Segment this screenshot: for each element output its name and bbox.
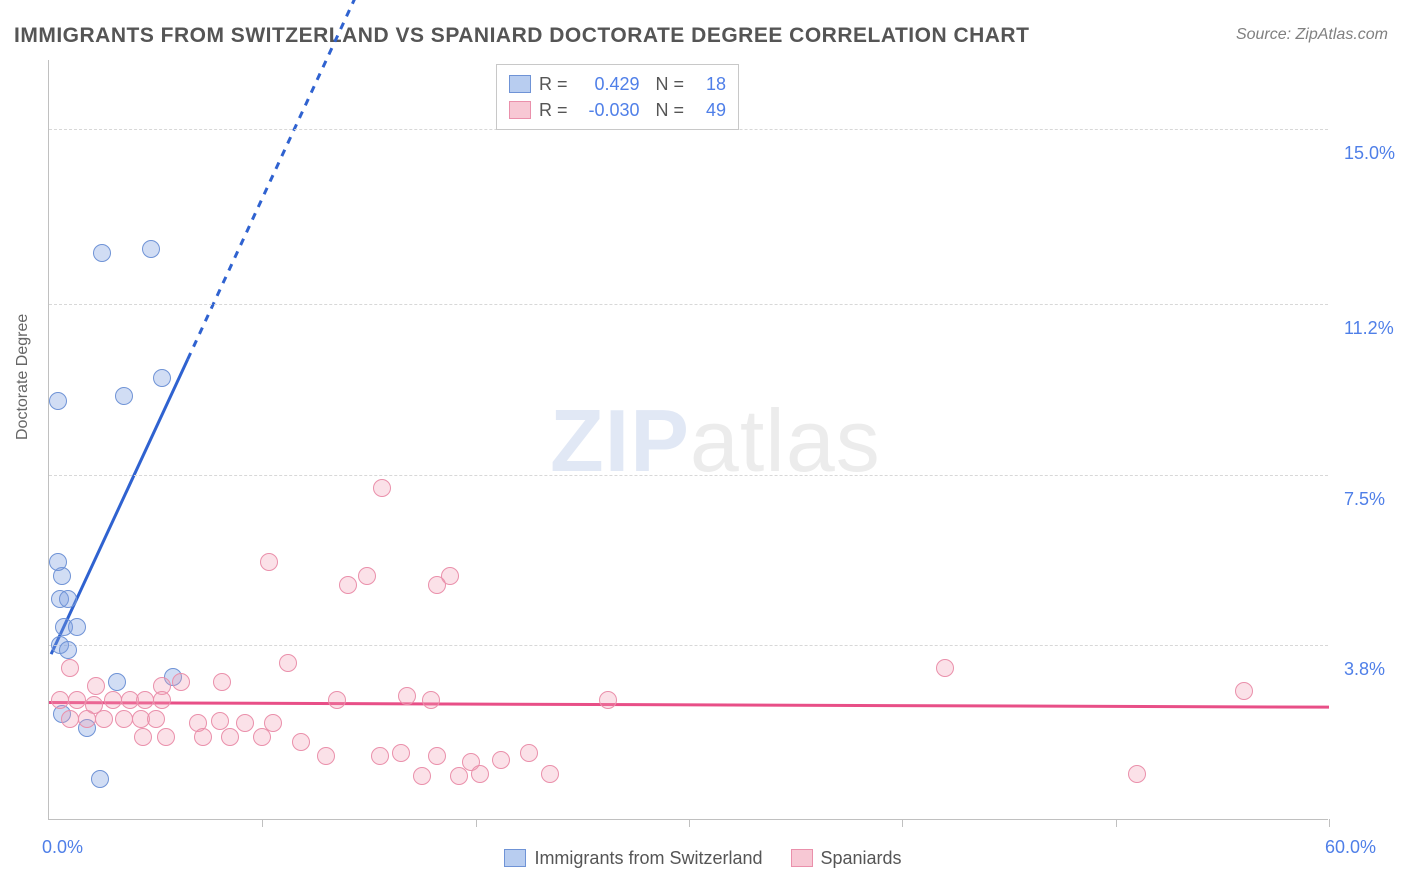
- point-spaniard: [147, 710, 165, 728]
- y-tick-label: 15.0%: [1344, 143, 1395, 164]
- point-spaniard: [358, 567, 376, 585]
- plot-area: [48, 60, 1328, 820]
- point-spaniard: [78, 710, 96, 728]
- gridline-horizontal: [49, 475, 1328, 476]
- point-switzerland: [49, 392, 67, 410]
- point-spaniard: [279, 654, 297, 672]
- chart-title: IMMIGRANTS FROM SWITZERLAND VS SPANIARD …: [14, 24, 1029, 48]
- point-spaniard: [61, 710, 79, 728]
- point-spaniard: [87, 677, 105, 695]
- trend-line: [188, 0, 359, 359]
- legend-bottom: Immigrants from Switzerland Spaniards: [0, 848, 1406, 873]
- point-switzerland: [93, 244, 111, 262]
- point-spaniard: [61, 659, 79, 677]
- point-spaniard: [68, 691, 86, 709]
- point-spaniard: [428, 576, 446, 594]
- point-spaniard: [599, 691, 617, 709]
- legend-stats-box: R = 0.429 N = 18 R = -0.030 N = 49: [496, 64, 739, 130]
- legend-swatch: [504, 849, 526, 867]
- point-spaniard: [172, 673, 190, 691]
- x-tick: [1116, 819, 1117, 827]
- point-switzerland: [142, 240, 160, 258]
- legend-r-label: R =: [539, 71, 568, 97]
- point-switzerland: [108, 673, 126, 691]
- point-spaniard: [317, 747, 335, 765]
- legend-series-label: Spaniards: [821, 848, 902, 869]
- point-spaniard: [134, 728, 152, 746]
- legend-swatch: [509, 75, 531, 93]
- point-switzerland: [91, 770, 109, 788]
- source-label: Source: ZipAtlas.com: [1236, 26, 1388, 44]
- point-switzerland: [115, 387, 133, 405]
- y-tick-label: 11.2%: [1344, 318, 1394, 339]
- legend-n-value: 18: [692, 71, 726, 97]
- legend-series-item: Immigrants from Switzerland: [504, 848, 762, 869]
- point-spaniard: [373, 479, 391, 497]
- point-spaniard: [104, 691, 122, 709]
- point-switzerland: [59, 590, 77, 608]
- point-spaniard: [1128, 765, 1146, 783]
- legend-series-item: Spaniards: [791, 848, 902, 869]
- point-spaniard: [211, 712, 229, 730]
- point-spaniard: [936, 659, 954, 677]
- point-switzerland: [49, 553, 67, 571]
- legend-n-label: N =: [656, 71, 685, 97]
- legend-series-label: Immigrants from Switzerland: [534, 848, 762, 869]
- legend-stat-row: R = -0.030 N = 49: [509, 97, 726, 123]
- point-spaniard: [450, 767, 468, 785]
- point-spaniard: [136, 691, 154, 709]
- point-spaniard: [328, 691, 346, 709]
- y-tick-label: 7.5%: [1344, 489, 1385, 510]
- point-spaniard: [213, 673, 231, 691]
- legend-r-value: -0.030: [576, 97, 640, 123]
- legend-stat-row: R = 0.429 N = 18: [509, 71, 726, 97]
- point-spaniard: [221, 728, 239, 746]
- y-axis-label: Doctorate Degree: [14, 314, 32, 440]
- point-spaniard: [95, 710, 113, 728]
- point-spaniard: [339, 576, 357, 594]
- point-spaniard: [520, 744, 538, 762]
- point-spaniard: [292, 733, 310, 751]
- point-spaniard: [392, 744, 410, 762]
- point-spaniard: [153, 691, 171, 709]
- point-spaniard: [51, 691, 69, 709]
- x-tick: [476, 819, 477, 827]
- legend-r-label: R =: [539, 97, 568, 123]
- point-switzerland: [59, 641, 77, 659]
- point-spaniard: [492, 751, 510, 769]
- point-spaniard: [428, 747, 446, 765]
- legend-r-value: 0.429: [576, 71, 640, 97]
- point-spaniard: [157, 728, 175, 746]
- trend-line: [49, 703, 1329, 708]
- x-tick: [902, 819, 903, 827]
- point-spaniard: [398, 687, 416, 705]
- x-tick: [262, 819, 263, 827]
- point-spaniard: [471, 765, 489, 783]
- gridline-horizontal: [49, 304, 1328, 305]
- point-spaniard: [371, 747, 389, 765]
- y-tick-label: 3.8%: [1344, 659, 1385, 680]
- legend-n-label: N =: [656, 97, 685, 123]
- gridline-horizontal: [49, 645, 1328, 646]
- point-spaniard: [413, 767, 431, 785]
- point-spaniard: [115, 710, 133, 728]
- point-spaniard: [422, 691, 440, 709]
- legend-n-value: 49: [692, 97, 726, 123]
- point-spaniard: [1235, 682, 1253, 700]
- point-switzerland: [153, 369, 171, 387]
- legend-swatch: [509, 101, 531, 119]
- x-tick: [689, 819, 690, 827]
- point-spaniard: [194, 728, 212, 746]
- point-spaniard: [260, 553, 278, 571]
- x-tick: [1329, 819, 1330, 827]
- point-spaniard: [541, 765, 559, 783]
- point-switzerland: [68, 618, 86, 636]
- legend-swatch: [791, 849, 813, 867]
- point-spaniard: [236, 714, 254, 732]
- point-spaniard: [253, 728, 271, 746]
